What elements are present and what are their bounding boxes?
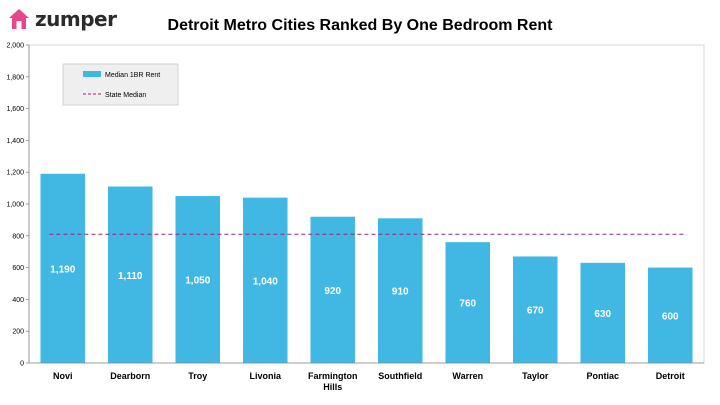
brand-logo: zumper [6, 4, 117, 34]
chart-title: Detroit Metro Cities Ranked By One Bedro… [167, 17, 553, 34]
bar-data-label: 1,040 [253, 276, 278, 287]
brand-name: zumper [35, 7, 117, 31]
x-tick-label: Pontiac [586, 371, 619, 381]
bar [40, 173, 86, 363]
x-tick-label: Farmington Hills [308, 371, 358, 392]
bar-data-label: 910 [392, 287, 409, 298]
legend: Median 1BR Rent State Median [62, 63, 179, 106]
bar [445, 242, 491, 363]
x-tick-label: Dearborn [110, 371, 150, 381]
bar-data-label: 1,190 [50, 264, 75, 275]
y-tick-label: 1,000 [6, 202, 24, 209]
bar-data-label: 630 [594, 309, 611, 320]
x-tick-label: Livonia [249, 371, 281, 381]
bar [580, 262, 626, 363]
y-tick-label: 1,600 [6, 106, 24, 113]
bar [512, 256, 558, 363]
y-tick-label: 2,000 [6, 43, 24, 50]
bar [377, 218, 423, 363]
bar-data-label: 600 [662, 311, 679, 322]
y-tick-label: 1,800 [6, 74, 24, 81]
bar [310, 216, 356, 363]
bar-data-label: 1,050 [185, 276, 210, 287]
y-tick-label: 1,400 [6, 138, 24, 145]
bar-data-label: 1,110 [118, 271, 143, 282]
x-tick-label: Taylor [522, 371, 549, 381]
y-tick-label: 0 [20, 361, 24, 368]
x-axis: Novi Dearborn Troy Livonia Farmington Hills So… [29, 362, 704, 392]
house-icon [9, 9, 29, 29]
bar [647, 267, 693, 363]
legend-entry-median-1br: Median 1BR Rent [105, 72, 160, 79]
y-tick-label: 800 [12, 233, 24, 240]
y-tick-label: 200 [12, 329, 24, 336]
bars: 1,190 1,110 1,050 1,040 920 910 760 670 630 600 [40, 173, 693, 363]
legend-box [62, 63, 179, 106]
legend-swatch-bar [83, 71, 101, 77]
x-tick-label: Southfield [378, 371, 422, 381]
y-tick-label: 1,200 [6, 170, 24, 177]
x-tick-label: Warren [452, 371, 483, 381]
bar [242, 197, 288, 363]
bar-data-label: 920 [324, 286, 341, 297]
y-tick-label: 600 [12, 265, 24, 272]
x-tick-label: Novi [53, 371, 73, 381]
bar [107, 186, 153, 363]
bar-data-label: 670 [527, 306, 544, 317]
bar [175, 196, 221, 363]
legend-entry-state-median: State Median [105, 92, 146, 99]
x-tick-label: Detroit [656, 371, 685, 381]
bar-data-label: 760 [459, 299, 476, 310]
x-tick-label: Troy [188, 371, 207, 381]
y-tick-label: 400 [12, 297, 24, 304]
